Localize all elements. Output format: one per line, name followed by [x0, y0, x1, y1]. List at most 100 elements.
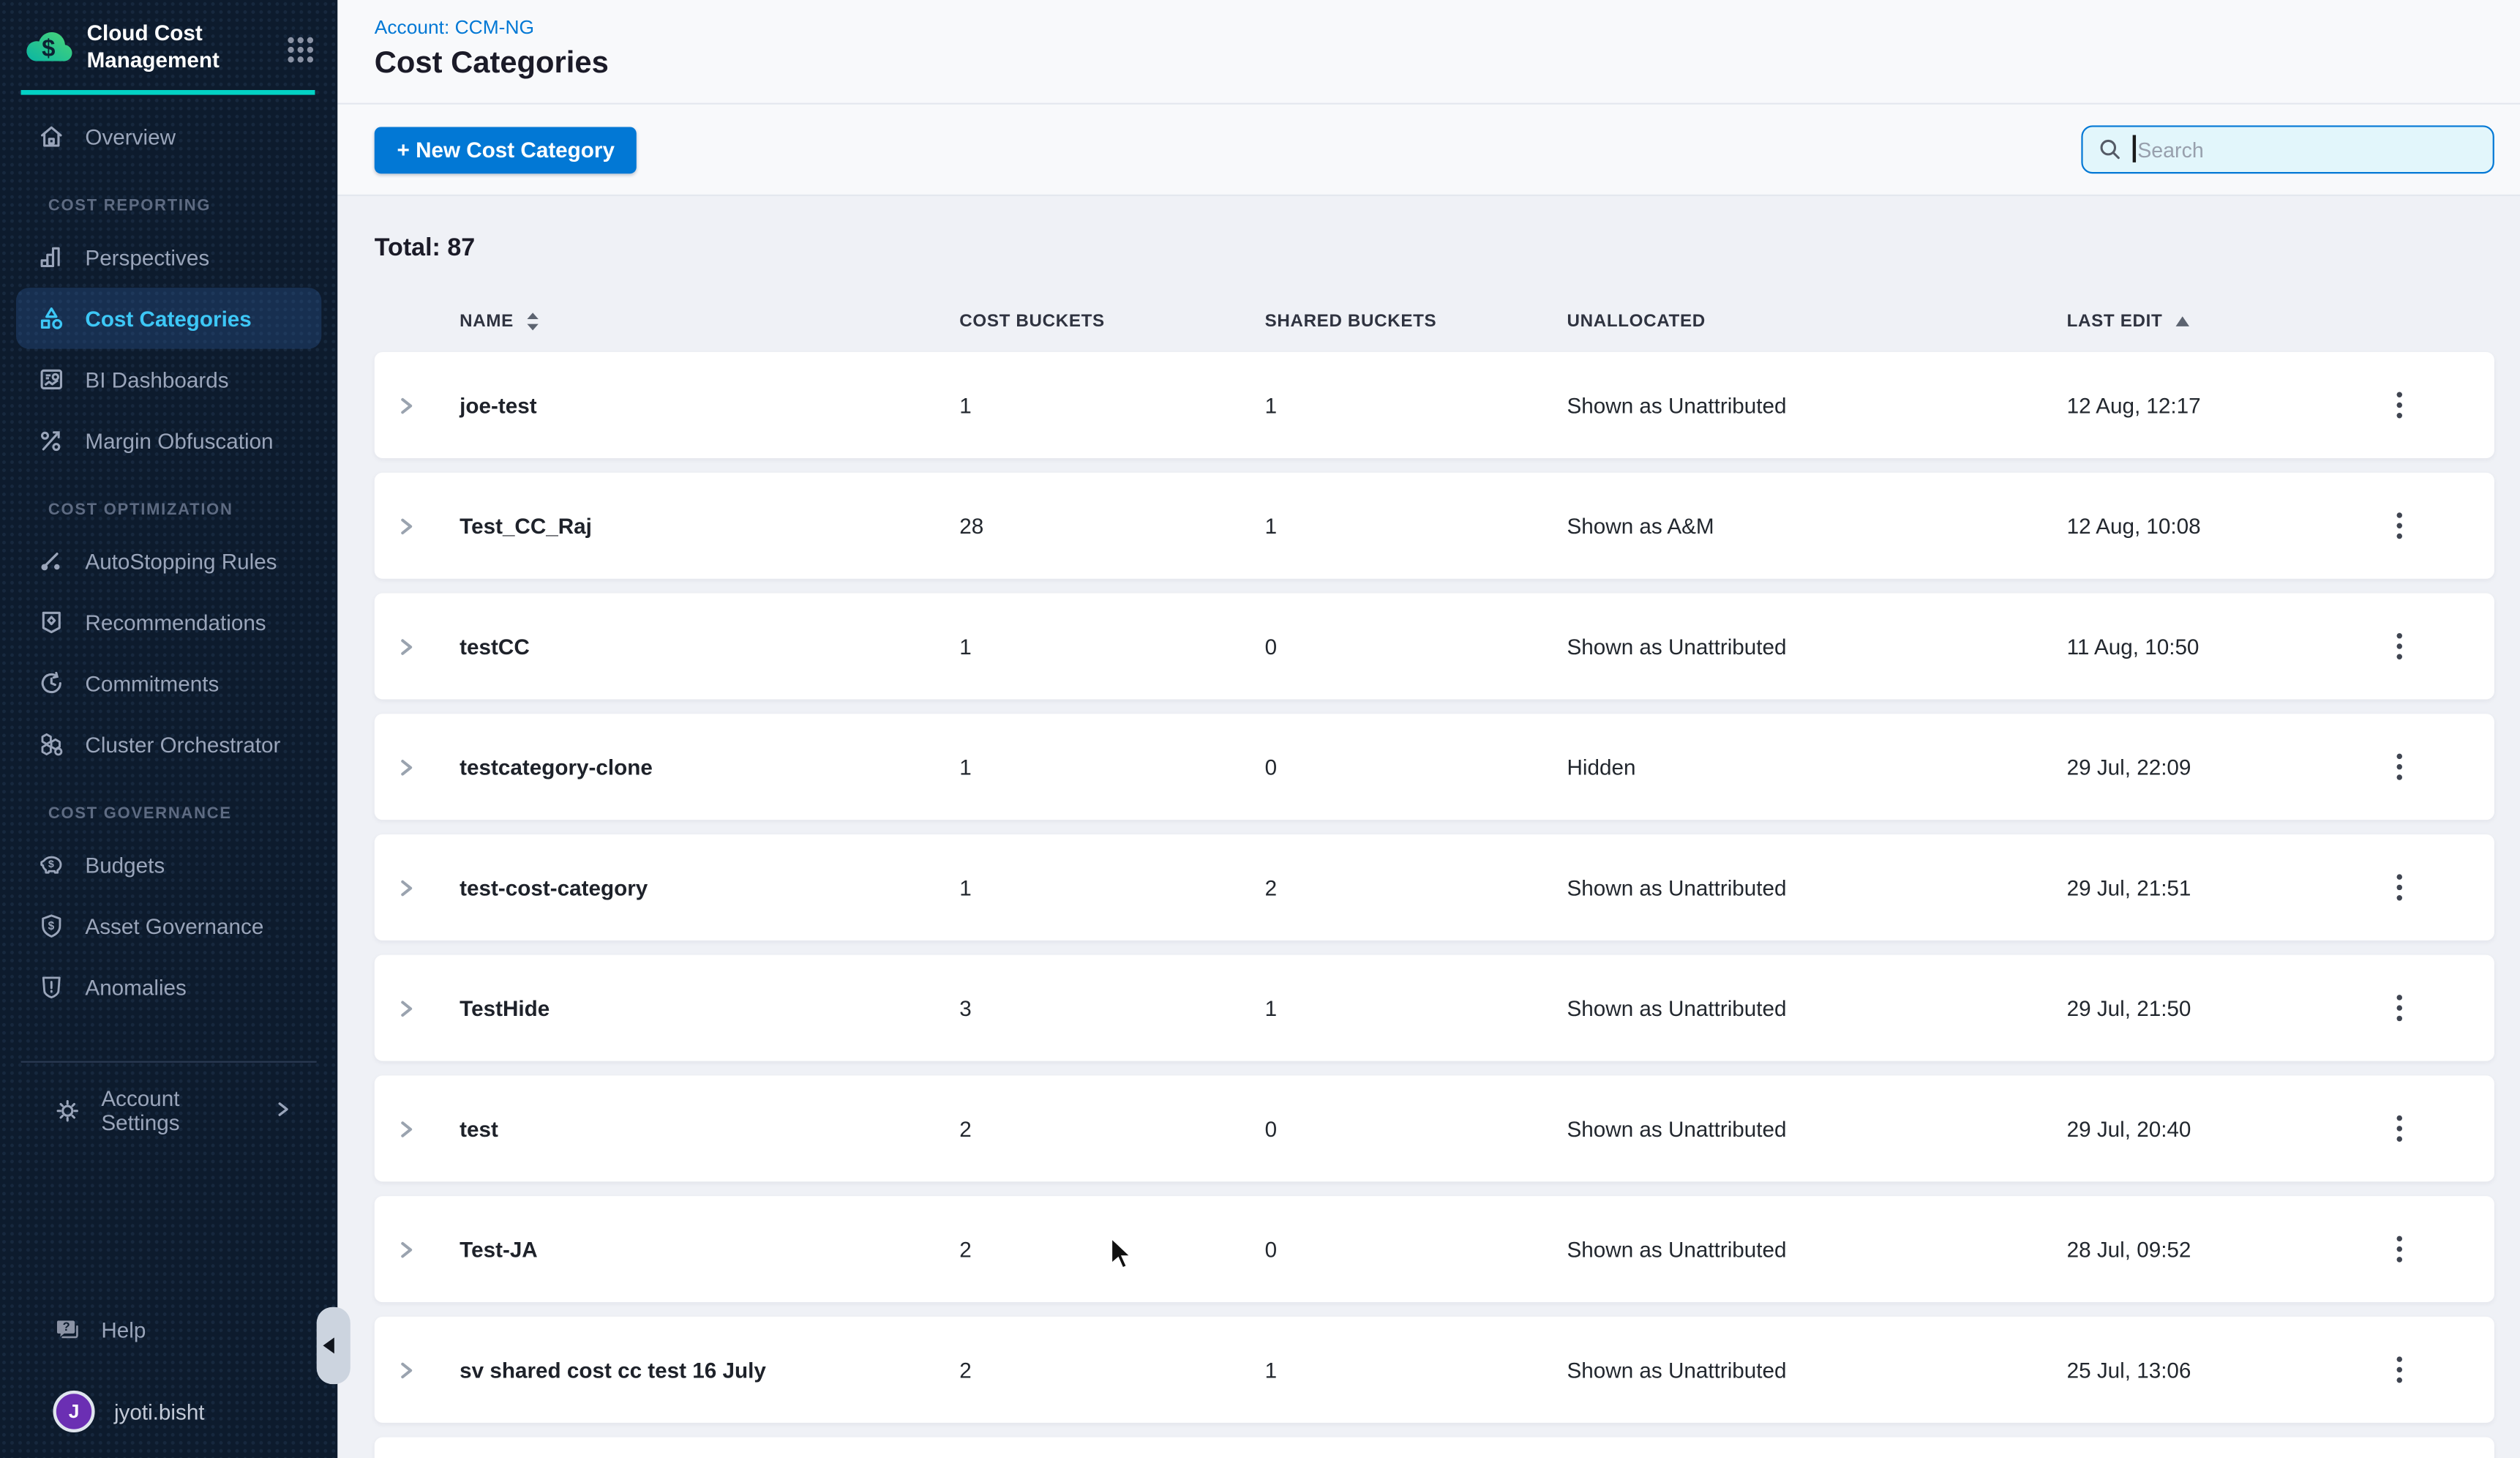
sidebar-divider [20, 1061, 317, 1063]
sidebar-item-perspectives[interactable]: Perspectives [16, 227, 321, 288]
sidebar-item-overview[interactable]: Overview [16, 106, 321, 167]
unallocated-value: Shown as Unattributed [1567, 393, 1787, 417]
page-title: Cost Categories [374, 46, 609, 81]
row-expand-chevron[interactable] [375, 515, 460, 537]
cost-category-name[interactable]: testcategory-clone [460, 755, 653, 780]
unallocated-value: Shown as A&M [1567, 513, 1714, 538]
row-menu-button[interactable] [2351, 632, 2448, 661]
row-expand-chevron[interactable] [375, 1118, 460, 1140]
row-menu-button[interactable] [2351, 873, 2448, 902]
sidebar-item-cost-categories[interactable]: Cost Categories [15, 288, 322, 349]
unallocated-value: Shown as Unattributed [1567, 1116, 1787, 1141]
shared-buckets-value: 0 [1264, 1116, 1278, 1141]
search-box [2081, 125, 2494, 174]
sidebar-item-cluster-orchestrator[interactable]: Cluster Orchestrator [16, 714, 321, 774]
column-header-last-edit[interactable]: LAST EDIT [2067, 312, 2352, 331]
cost-buckets-value: 28 [959, 513, 984, 538]
table-row-partial[interactable] [374, 1437, 2494, 1458]
row-expand-chevron[interactable] [375, 756, 460, 777]
table-row[interactable]: sv shared cost cc test 16 July 2 1 Shown… [374, 1316, 2494, 1423]
table-row[interactable]: testCC 1 0 Shown as Unattributed 11 Aug,… [374, 593, 2494, 700]
sidebar-collapse-handle[interactable] [316, 1306, 350, 1385]
cost-buckets-value: 2 [959, 1237, 972, 1262]
cost-category-name[interactable]: testCC [460, 634, 530, 659]
main-content: Account: CCM-NG Cost Categories + New Co… [337, 0, 2520, 1458]
cost-category-name[interactable]: TestHide [460, 995, 550, 1020]
sidebar-item-help[interactable]: ? Help [32, 1299, 305, 1360]
shared-buckets-value: 1 [1264, 513, 1278, 538]
module-grid-icon[interactable] [285, 34, 317, 66]
breadcrumb-account-link[interactable]: Account: CCM-NG [374, 15, 535, 39]
sidebar-header: $ Cloud Cost Management [0, 0, 337, 95]
svg-text:$: $ [48, 920, 55, 932]
bar-chart-icon [37, 243, 67, 272]
section-cost-optimization: COST OPTIMIZATION [48, 501, 233, 520]
new-cost-category-button[interactable]: + New Cost Category [374, 126, 637, 173]
sidebar-item-autostopping-rules[interactable]: AutoStopping Rules [16, 531, 321, 591]
sidebar-item-label: Budgets [85, 853, 165, 878]
row-expand-chevron[interactable] [375, 395, 460, 416]
cost-buckets-value: 2 [959, 1357, 972, 1382]
sidebar-item-label: Asset Governance [85, 913, 264, 938]
table-row[interactable]: joe-test 1 1 Shown as Unattributed 12 Au… [374, 352, 2494, 458]
row-menu-button[interactable] [2351, 1114, 2448, 1143]
sidebar-item-bi-dashboards[interactable]: BI Dashboards [16, 349, 321, 410]
table-row[interactable]: testcategory-clone 1 0 Hidden 29 Jul, 22… [374, 714, 2494, 820]
column-header-name[interactable]: NAME [460, 312, 959, 331]
cost-category-name[interactable]: Test-JA [460, 1237, 538, 1262]
user-avatar: J [53, 1390, 95, 1433]
sidebar-item-commitments[interactable]: Commitments [16, 653, 321, 714]
sidebar-item-budgets[interactable]: $ Budgets [16, 834, 321, 895]
cost-category-name[interactable]: test-cost-category [460, 875, 648, 900]
table-row[interactable]: TestHide 3 1 Shown as Unattributed 29 Ju… [374, 954, 2494, 1061]
sidebar-item-label: Perspectives [85, 244, 210, 269]
column-header-shared-buckets: SHARED BUCKETS [1264, 312, 1437, 332]
last-edit-value: 12 Aug, 12:17 [2066, 393, 2201, 417]
section-cost-governance: COST GOVERNANCE [48, 805, 232, 823]
cost-category-name[interactable]: sv shared cost cc test 16 July [460, 1357, 766, 1382]
column-header-unallocated: UNALLOCATED [1567, 312, 1706, 332]
table-row[interactable]: Test_CC_Raj 28 1 Shown as A&M 12 Aug, 10… [374, 472, 2494, 579]
svg-text:?: ? [63, 1320, 70, 1334]
row-menu-button[interactable] [2351, 1356, 2448, 1385]
row-menu-button[interactable] [2351, 511, 2448, 540]
cost-category-name[interactable]: test [460, 1116, 498, 1141]
table-row[interactable]: test 2 0 Shown as Unattributed 29 Jul, 2… [374, 1075, 2494, 1182]
row-expand-chevron[interactable] [375, 877, 460, 898]
shared-buckets-value: 0 [1264, 1237, 1278, 1262]
shared-buckets-value: 2 [1264, 875, 1278, 900]
user-name: jyoti.bisht [113, 1399, 205, 1424]
cost-category-name[interactable]: joe-test [460, 393, 537, 417]
sidebar-item-margin-obfuscation[interactable]: Margin Obfuscation [16, 410, 321, 471]
search-icon [2097, 137, 2123, 171]
row-expand-chevron[interactable] [375, 1238, 460, 1260]
row-menu-button[interactable] [2351, 752, 2448, 782]
gear-icon [53, 1096, 82, 1126]
collapse-arrow-icon [323, 1337, 334, 1354]
row-menu-button[interactable] [2351, 993, 2448, 1023]
clock-refresh-icon [37, 669, 67, 698]
sidebar-item-asset-governance[interactable]: $ Asset Governance [16, 895, 321, 956]
row-expand-chevron[interactable] [375, 998, 460, 1019]
cost-category-name[interactable]: Test_CC_Raj [460, 513, 592, 538]
table-row[interactable]: Test-JA 2 0 Shown as Unattributed 28 Jul… [374, 1196, 2494, 1303]
cost-buckets-value: 1 [959, 875, 972, 900]
sidebar-item-anomalies[interactable]: Anomalies [16, 957, 321, 1017]
piggy-bank-icon: $ [37, 850, 67, 880]
svg-text:$: $ [48, 859, 54, 870]
last-edit-value: 11 Aug, 10:50 [2066, 634, 2200, 659]
sort-both-icon [526, 313, 538, 331]
search-input[interactable] [2081, 125, 2494, 174]
row-menu-button[interactable] [2351, 391, 2448, 420]
user-menu[interactable]: J jyoti.bisht [32, 1381, 305, 1442]
row-expand-chevron[interactable] [375, 1359, 460, 1380]
sidebar-item-recommendations[interactable]: Recommendations [16, 591, 321, 652]
toolbar: + New Cost Category [337, 104, 2520, 196]
hexagons-gear-icon [37, 730, 67, 759]
row-menu-button[interactable] [2351, 1235, 2448, 1264]
sidebar-item-account-settings[interactable]: Account Settings [32, 1080, 305, 1141]
row-expand-chevron[interactable] [375, 636, 460, 657]
table-row[interactable]: test-cost-category 1 2 Shown as Unattrib… [374, 834, 2494, 941]
unallocated-value: Shown as Unattributed [1567, 1357, 1787, 1382]
section-cost-reporting: COST REPORTING [48, 198, 211, 216]
